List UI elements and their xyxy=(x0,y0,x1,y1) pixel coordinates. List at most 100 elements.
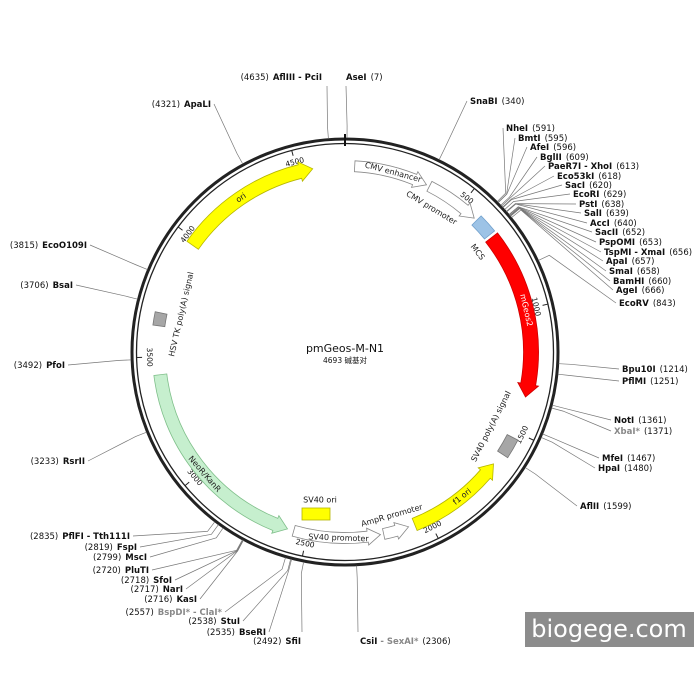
site-label: PspOMI (653) xyxy=(599,238,662,248)
site-name: StuI xyxy=(221,617,240,627)
site-line xyxy=(551,407,612,432)
site-position: (843) xyxy=(653,299,676,309)
site-label: EcoRI (629) xyxy=(573,190,626,200)
feature-arrow xyxy=(186,161,314,250)
site-position: (2799) xyxy=(93,553,121,563)
site-name: SnaBI xyxy=(470,97,498,107)
scale-tick xyxy=(528,437,534,441)
site-position: (658) xyxy=(637,267,660,277)
site-name: KasI xyxy=(176,595,197,605)
site-position: (4321) xyxy=(152,100,180,110)
site-line xyxy=(541,437,596,469)
site-position: (657) xyxy=(632,257,655,267)
feature-arrow xyxy=(411,463,494,532)
site-label: XbaI* (1371) xyxy=(614,427,672,437)
site-position: (3233) xyxy=(31,457,59,467)
site-line xyxy=(438,100,468,160)
site-position: (639) xyxy=(606,209,629,219)
site-name: AgeI xyxy=(616,286,638,296)
site-name: FspI xyxy=(117,543,137,553)
site-name: AflIII - PciI xyxy=(273,73,322,83)
site-line xyxy=(268,559,292,633)
site-position: (2720) xyxy=(93,566,121,576)
site-line xyxy=(500,156,538,206)
site-name: NarI xyxy=(163,585,183,595)
site-position: (596) xyxy=(553,143,576,153)
site-line xyxy=(151,539,243,571)
site-label: MfeI (1467) xyxy=(602,454,655,464)
site-line xyxy=(502,175,555,208)
site-position: (1480) xyxy=(624,464,652,474)
site-label: AfeI (596) xyxy=(530,143,576,153)
site-line xyxy=(506,203,588,224)
site-label: AflII (1599) xyxy=(580,502,631,512)
site-line xyxy=(558,363,620,370)
site-line xyxy=(511,209,614,291)
site-label: EcoRV (843) xyxy=(619,299,676,309)
site-position: (591) xyxy=(532,124,555,134)
site-name: EcoO109I xyxy=(42,241,87,251)
scale-tick xyxy=(435,533,439,539)
site-name: RsrII xyxy=(63,457,85,467)
site-label: Eco53kI (618) xyxy=(557,172,621,182)
site-position: (1467) xyxy=(627,454,655,464)
watermark: biogege.com xyxy=(531,615,686,643)
site-name: PstI xyxy=(579,200,597,210)
feature-box xyxy=(301,507,331,521)
site-label: SacI (620) xyxy=(565,181,612,191)
site-position: (656) xyxy=(669,248,692,258)
site-name: AseI xyxy=(346,73,367,83)
site-label: (2716) KasI xyxy=(144,595,197,605)
site-position: (660) xyxy=(648,277,671,287)
site-label: PflMI (1251) xyxy=(622,377,678,387)
site-line xyxy=(501,165,546,207)
site-name: SfiI xyxy=(285,637,301,647)
site-name: BsaI xyxy=(53,281,73,291)
site-position: (3706) xyxy=(20,281,48,291)
site-position: (609) xyxy=(566,153,589,163)
site-label: (3492) PfoI xyxy=(14,361,65,371)
plasmid-length: 4693 碱基对 xyxy=(323,355,367,365)
site-name: BspDI* - ClaI* xyxy=(158,608,223,618)
site-label: SalI (639) xyxy=(584,209,629,219)
site-position: (2538) xyxy=(188,617,216,627)
feature-label: SV40 ori xyxy=(303,496,337,505)
feature-arrow xyxy=(382,522,410,540)
site-name: MfeI xyxy=(602,454,623,464)
site-line xyxy=(149,527,224,558)
feature-label: SV40 promoter xyxy=(308,532,369,543)
site-name: SalI xyxy=(584,209,602,219)
site-label: (3815) EcoO109I xyxy=(10,241,87,251)
plasmid-name: pmGeos-M-N1 xyxy=(306,342,384,355)
site-label: BamHI (660) xyxy=(613,277,671,287)
site-position: (638) xyxy=(601,200,624,210)
site-name: ApaLI xyxy=(184,100,211,110)
site-label: AseI (7) xyxy=(346,73,383,83)
site-line xyxy=(174,539,244,581)
site-name: BglII xyxy=(540,153,562,163)
site-label: PstI (638) xyxy=(579,200,624,210)
site-line xyxy=(356,565,359,633)
site-line xyxy=(326,85,329,139)
watermark-box xyxy=(525,612,694,647)
site-label: (4635) AflIII - PciI xyxy=(241,73,322,83)
site-line xyxy=(89,244,148,270)
site-position: (1599) xyxy=(603,502,631,512)
site-line xyxy=(497,146,528,203)
site-name: Bpu10I xyxy=(622,365,656,375)
scale-tick xyxy=(302,550,305,556)
site-name: HpaI xyxy=(598,464,620,474)
site-position: (618) xyxy=(598,172,621,182)
site-name: SacI xyxy=(565,181,585,191)
site-line xyxy=(345,85,348,139)
site-position: (340) xyxy=(502,97,525,107)
site-line xyxy=(509,207,607,272)
site-label: BmtI (595) xyxy=(518,134,567,144)
site-line xyxy=(510,208,611,282)
site-line xyxy=(300,561,304,633)
site-label: AccI (640) xyxy=(590,219,637,229)
site-position: (652) xyxy=(622,228,645,238)
site-line xyxy=(87,431,147,462)
